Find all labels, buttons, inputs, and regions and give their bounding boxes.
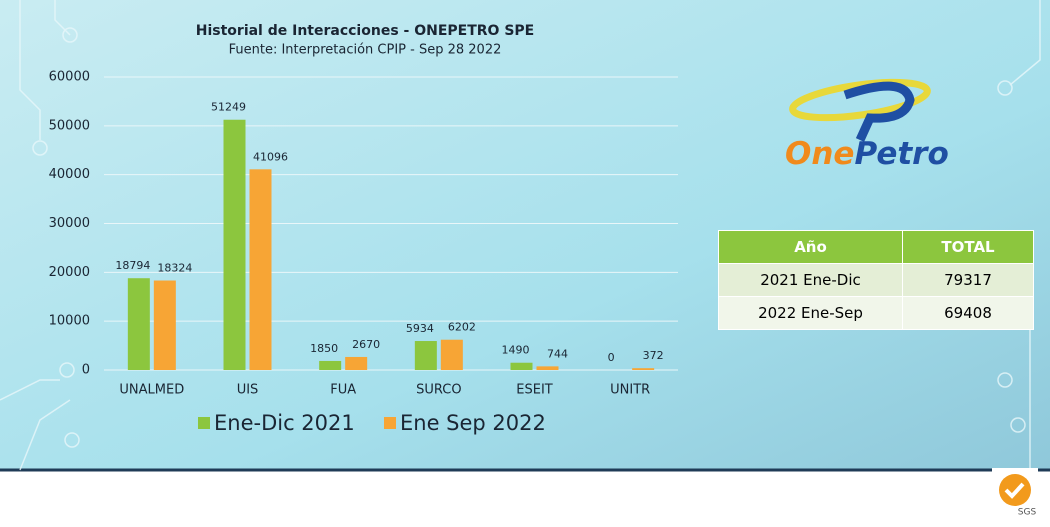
table-cell: 79317 xyxy=(903,264,1034,297)
value-label: 18324 xyxy=(157,262,192,275)
table-header-cell: TOTAL xyxy=(903,231,1034,264)
bar xyxy=(224,120,246,370)
value-label: 744 xyxy=(547,347,568,360)
x-tick-label: UNALMED xyxy=(119,383,184,398)
logo-text: OnePetro xyxy=(785,136,949,172)
table-cell: 69408 xyxy=(903,297,1034,330)
totals-table: Año TOTAL 2021 Ene-Dic 79317 2022 Ene-Se… xyxy=(718,230,1034,330)
slide: Historial de Interacciones - ONEPETRO SP… xyxy=(0,0,1050,527)
value-label: 51249 xyxy=(211,101,246,114)
legend-swatch xyxy=(198,417,210,429)
logo-petro: Petro xyxy=(854,136,948,172)
x-tick-label: FUA xyxy=(330,383,356,398)
table-header: Año TOTAL xyxy=(719,231,1034,264)
chart-title: Historial de Interacciones - ONEPETRO SP… xyxy=(196,23,534,39)
legend-label: Ene-Dic 2021 xyxy=(214,411,355,435)
x-tick-label: UIS xyxy=(237,383,259,398)
chart-subtitle: Fuente: Interpretación CPIP - Sep 28 202… xyxy=(229,43,502,58)
y-tick-label: 0 xyxy=(82,363,90,378)
table-row: 2022 Ene-Sep 69408 xyxy=(719,297,1034,330)
badge: SGS xyxy=(992,468,1038,520)
y-tick-label: 30000 xyxy=(49,216,90,231)
value-label: 1490 xyxy=(502,344,530,357)
bar xyxy=(128,278,150,370)
bar xyxy=(415,341,437,370)
value-label: 1850 xyxy=(310,342,338,355)
value-label: 6202 xyxy=(448,321,476,334)
value-label: 5934 xyxy=(406,322,434,335)
bar xyxy=(345,357,367,370)
value-label: 2670 xyxy=(352,338,380,351)
bar xyxy=(441,340,463,370)
logo-one: One xyxy=(785,136,854,172)
y-tick-label: 20000 xyxy=(49,265,90,280)
table-row: 2021 Ene-Dic 79317 xyxy=(719,264,1034,297)
x-tick-label: SURCO xyxy=(416,383,461,398)
bar xyxy=(537,366,559,370)
value-label: 41096 xyxy=(253,150,288,163)
bar xyxy=(511,363,533,370)
badge-text: SGS xyxy=(1018,508,1037,518)
bar xyxy=(632,368,654,370)
y-tick-label: 50000 xyxy=(49,118,90,133)
table-header-cell: Año xyxy=(719,231,903,264)
table-cell: 2022 Ene-Sep xyxy=(719,297,903,330)
x-tick-label: UNITR xyxy=(610,383,650,398)
legend-label: Ene Sep 2022 xyxy=(400,411,546,435)
value-label: 372 xyxy=(643,349,664,362)
y-tick-label: 60000 xyxy=(49,70,90,85)
value-label: 0 xyxy=(608,351,615,364)
legend-swatch xyxy=(384,417,396,429)
y-tick-label: 10000 xyxy=(49,314,90,329)
value-label: 18794 xyxy=(115,259,150,272)
bar xyxy=(250,169,272,370)
table-cell: 2021 Ene-Dic xyxy=(719,264,903,297)
bar xyxy=(319,361,341,370)
x-tick-label: ESEIT xyxy=(516,383,553,398)
bar xyxy=(154,281,176,370)
y-tick-label: 40000 xyxy=(49,167,90,182)
